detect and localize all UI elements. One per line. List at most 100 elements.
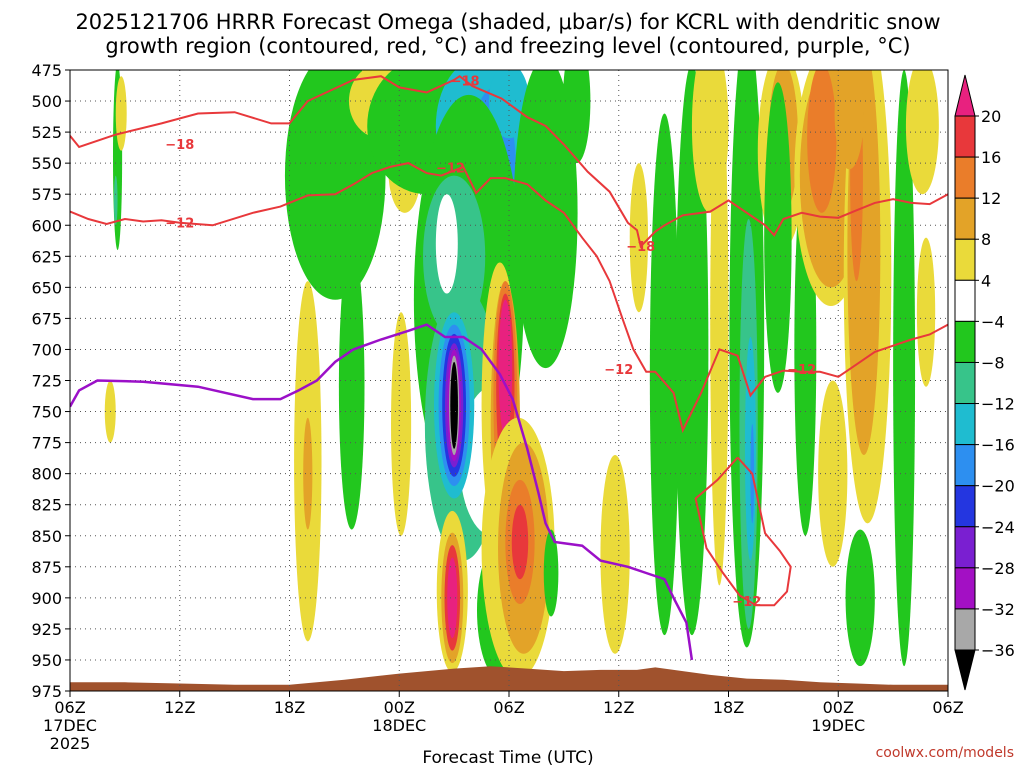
y-tick-label: 750 xyxy=(31,403,62,422)
y-tick-label: 775 xyxy=(31,434,62,453)
y-tick-label: 850 xyxy=(31,527,62,546)
omega-cell xyxy=(744,337,756,561)
dgz-contour-label: −18 xyxy=(451,75,480,90)
omega-cell xyxy=(498,299,513,437)
colorbar-bin xyxy=(954,156,976,199)
omega-cell xyxy=(710,70,729,586)
colorbar-bin xyxy=(954,361,976,405)
dgz-contour-label: −12 xyxy=(787,363,816,378)
credit-link[interactable]: coolwx.com/models xyxy=(876,745,1014,761)
omega-cell xyxy=(447,557,458,639)
colorbar-label: −20 xyxy=(981,477,1015,496)
y-tick-label: 800 xyxy=(31,465,62,484)
colorbar-bin xyxy=(954,444,976,487)
omega-cell xyxy=(391,312,412,536)
x-tick-date: 19DEC xyxy=(811,716,865,735)
colorbar-label: −32 xyxy=(981,600,1015,619)
omega-cell xyxy=(562,70,591,164)
colorbar-label: 16 xyxy=(981,148,1001,167)
colorbar-bin xyxy=(954,197,976,240)
chart-title-line1: 2025121706 HRRR Forecast Omega (shaded, … xyxy=(75,10,940,34)
x-tick-label: 18Z xyxy=(274,698,305,717)
colorbar-label: −24 xyxy=(981,518,1015,537)
colorbar-top-triangle xyxy=(954,74,976,117)
x-axis-label: Forecast Time (UTC) xyxy=(422,748,593,768)
colorbar-bin xyxy=(954,320,976,363)
omega-shading xyxy=(104,70,939,679)
colorbar-label: 20 xyxy=(981,107,1001,126)
y-tick-label: 825 xyxy=(31,496,62,515)
omega-cell xyxy=(916,237,936,387)
colorbar-bin xyxy=(954,403,976,446)
omega-cell xyxy=(115,76,127,151)
colorbar-label: −16 xyxy=(981,436,1015,455)
colorbar-bin xyxy=(954,279,976,322)
y-tick-label: 675 xyxy=(31,309,62,328)
y-tick-label: 875 xyxy=(31,558,62,577)
omega-cell xyxy=(834,70,864,170)
colorbar-bin xyxy=(954,485,976,528)
colorbar-label: 4 xyxy=(981,271,991,290)
y-tick-label: 950 xyxy=(31,651,62,670)
x-tick-label: 18Z xyxy=(713,698,744,717)
omega-cell xyxy=(764,82,792,393)
colorbar-bin xyxy=(954,115,976,158)
omega-cell xyxy=(600,455,630,654)
omega-cell xyxy=(893,70,916,667)
dgz-contour-label: −18 xyxy=(626,240,655,255)
omega-cell xyxy=(649,113,680,636)
terrain-fill xyxy=(70,666,948,691)
colorbar-label: 8 xyxy=(981,230,991,249)
x-tick-label: 12Z xyxy=(164,698,195,717)
dgz-contour-label: −12 xyxy=(165,216,194,231)
omega-cell xyxy=(303,417,313,530)
dgz-contour-label: −12 xyxy=(604,363,633,378)
y-tick-label: 975 xyxy=(31,682,62,701)
colorbar: 20 16 12 8 4 −4 −8 −12 −16 −20 −24 −28 −32 −36 xyxy=(954,74,1015,691)
dgz-contour-label: −12 xyxy=(436,162,465,177)
colorbar-bin xyxy=(954,526,976,569)
x-tick-label: 12Z xyxy=(603,698,634,717)
omega-cell xyxy=(513,70,578,369)
dgz-contour-line xyxy=(70,74,948,249)
x-tick-date: 18DEC xyxy=(372,716,426,735)
y-tick-label: 550 xyxy=(31,154,62,173)
y-tick-label: 625 xyxy=(31,247,62,266)
omega-cell xyxy=(450,361,458,449)
omega-cell xyxy=(543,529,559,617)
x-tick-label: 00Z xyxy=(384,698,415,717)
freezing-level-line xyxy=(70,323,694,661)
y-tick-label: 475 xyxy=(31,61,62,80)
x-tick-label: 06Z xyxy=(54,698,85,717)
colorbar-label: −36 xyxy=(981,641,1015,660)
contour-layer: −18 −18 −18 −12 −12 −12 −12 −12 xyxy=(70,74,948,661)
colorbar-label: −4 xyxy=(981,312,1005,331)
colorbar-bin xyxy=(954,238,976,281)
dgz-contour-line xyxy=(70,162,948,434)
colorbar-label: −8 xyxy=(981,353,1005,372)
y-tick-label: 725 xyxy=(31,372,62,391)
x-tick-label: 00Z xyxy=(823,698,854,717)
colorbar-label: −12 xyxy=(981,395,1015,414)
terrain-layer xyxy=(70,666,948,691)
y-tick-label: 925 xyxy=(31,620,62,639)
colorbar-bin xyxy=(954,567,976,610)
y-tick-label: 900 xyxy=(31,589,62,608)
y-axis: 475 500 525 550 575 600 625 650 675 700 725 750 775 8… xyxy=(31,61,70,701)
omega-cell xyxy=(511,504,529,580)
dgz-contour-line xyxy=(694,456,792,607)
y-tick-label: 500 xyxy=(31,92,62,111)
y-tick-label: 700 xyxy=(31,340,62,359)
omega-cell xyxy=(435,194,458,294)
y-tick-label: 650 xyxy=(31,278,62,297)
colorbar-bin xyxy=(954,608,976,651)
y-tick-label: 575 xyxy=(31,185,62,204)
x-tick-label: 06Z xyxy=(493,698,524,717)
omega-cell xyxy=(905,70,939,195)
x-tick-label: 06Z xyxy=(932,698,963,717)
omega-cell xyxy=(113,175,118,226)
y-tick-label: 525 xyxy=(31,123,62,142)
omega-cell xyxy=(818,380,848,567)
